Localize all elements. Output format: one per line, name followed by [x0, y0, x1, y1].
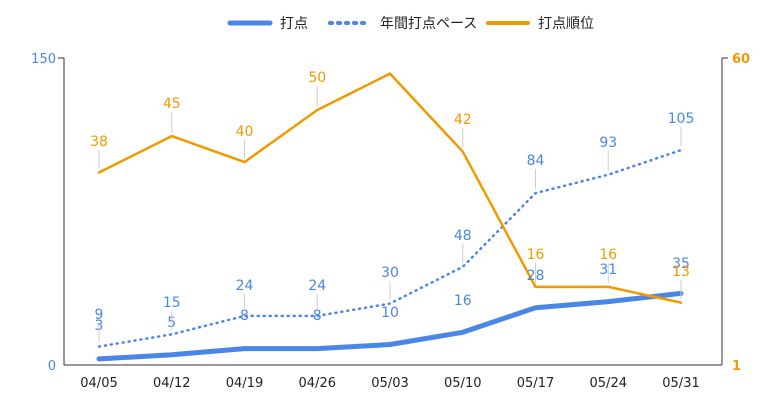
data-label-series-2: 105 — [668, 111, 695, 127]
x-tick-label: 04/26 — [299, 376, 336, 391]
data-label-series-1: 8 — [240, 308, 249, 324]
x-tick-label: 05/03 — [371, 376, 408, 391]
data-label-series-2: 30 — [381, 265, 399, 281]
right-axis-max-label: 60 — [732, 52, 750, 67]
data-label-series-1: 16 — [454, 293, 472, 309]
data-label-series-3: 38 — [90, 134, 108, 150]
data-label-series-3: 16 — [599, 247, 617, 263]
data-label-series-2: 84 — [527, 153, 545, 169]
data-label-series-2: 24 — [236, 278, 254, 294]
data-label-series-1: 10 — [381, 305, 399, 321]
data-label-series-1: 8 — [313, 308, 322, 324]
x-tick-label: 05/10 — [444, 376, 481, 391]
legend-label-series-1: 打点 — [280, 15, 308, 32]
x-tick-label: 04/05 — [80, 376, 117, 391]
x-tick-label: 05/31 — [662, 376, 699, 391]
x-tick-label: 05/17 — [517, 376, 554, 391]
x-tick-label: 04/19 — [226, 376, 263, 391]
data-label-series-3: 45 — [163, 96, 181, 112]
right-axis-min-label: 1 — [732, 359, 741, 374]
data-label-series-2: 15 — [163, 295, 181, 311]
data-label-series-3: 42 — [454, 112, 472, 128]
legend-label-series-3: 打点順位 — [538, 15, 594, 32]
data-label-series-3: 16 — [527, 247, 545, 263]
data-label-series-3: 50 — [308, 70, 326, 86]
data-label-series-2: 48 — [454, 228, 472, 244]
x-tick-label: 04/12 — [153, 376, 190, 391]
data-label-series-1: 35 — [672, 256, 690, 272]
legend-label-series-2: 年間打点ペース — [380, 15, 477, 32]
data-label-series-2: 9 — [95, 307, 104, 323]
data-label-series-3: 40 — [236, 124, 254, 140]
left-axis-min-label: 0 — [48, 359, 56, 374]
left-axis-max-label: 150 — [31, 52, 56, 67]
data-label-series-3: 13 — [672, 264, 690, 280]
x-tick-label: 05/24 — [590, 376, 627, 391]
data-label-series-2: 24 — [308, 278, 326, 294]
data-label-series-2: 93 — [599, 135, 617, 151]
